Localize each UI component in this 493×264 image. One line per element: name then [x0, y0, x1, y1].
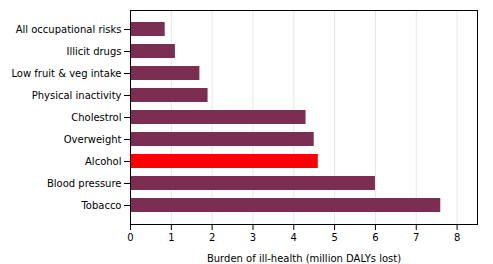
- svg-text:Physical inactivity: Physical inactivity: [32, 90, 122, 101]
- svg-text:0: 0: [127, 232, 133, 243]
- svg-text:7: 7: [413, 232, 419, 243]
- svg-text:8: 8: [454, 232, 460, 243]
- svg-text:5: 5: [331, 232, 337, 243]
- svg-text:Illicit drugs: Illicit drugs: [66, 46, 121, 57]
- svg-text:All occupational risks: All occupational risks: [16, 24, 122, 35]
- svg-text:Tobacco: Tobacco: [80, 200, 121, 211]
- svg-text:Cholestrol: Cholestrol: [71, 112, 121, 123]
- svg-text:Burden of ill-health (million: Burden of ill-health (million DALYs lost…: [207, 253, 401, 264]
- svg-text:4: 4: [291, 232, 297, 243]
- svg-text:6: 6: [372, 232, 378, 243]
- svg-text:Overweight: Overweight: [64, 134, 122, 145]
- svg-text:2: 2: [209, 232, 215, 243]
- svg-text:1: 1: [168, 232, 174, 243]
- svg-text:Low fruit & veg intake: Low fruit & veg intake: [11, 68, 121, 79]
- svg-text:Blood pressure: Blood pressure: [47, 178, 122, 189]
- svg-text:3: 3: [250, 232, 256, 243]
- svg-text:Alcohol: Alcohol: [85, 156, 121, 167]
